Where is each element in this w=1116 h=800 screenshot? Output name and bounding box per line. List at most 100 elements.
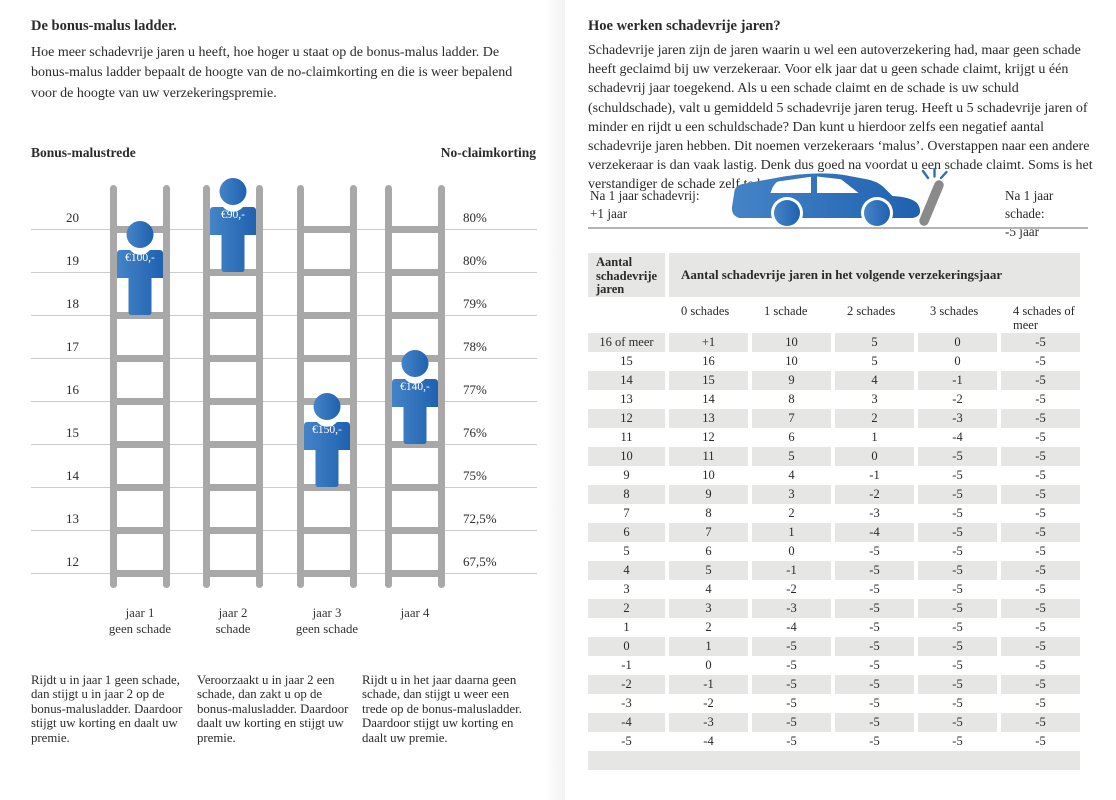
table-column-headers: 0 schades 1 schade 2 schades 3 schades 4 sch…: [588, 297, 1080, 333]
ladder-caption: jaar 2 schade: [173, 606, 293, 637]
footnote: Rijdt u in jaar 1 geen schade, dan stijg…: [31, 673, 183, 745]
table-cell: -5: [1035, 544, 1046, 558]
row-label: -3: [621, 696, 632, 710]
ladder-caption-line: jaar 4: [400, 606, 430, 620]
row-label: 10: [588, 447, 665, 466]
table-cell: -5: [835, 637, 914, 656]
table-row: -4 -3 -5 -5 -5 -5: [588, 713, 1080, 732]
row-label: 15: [620, 354, 633, 368]
table-cell: 5: [669, 561, 748, 580]
no-claim-label: 67,5%: [463, 554, 497, 569]
table-cell: -5: [918, 637, 997, 656]
ladder-caption-line: schade: [215, 621, 251, 636]
table-cell: 2: [705, 620, 712, 634]
no-claim-label: 80%: [463, 210, 487, 225]
ground-line: [588, 227, 1088, 229]
table-cell: 3: [752, 485, 831, 504]
ladder-rung: [113, 397, 167, 405]
table-cell: 5: [835, 333, 914, 352]
table-row: 16 of meer +1 10 5 0 -5: [588, 333, 1080, 352]
gridline: [31, 358, 537, 359]
footnotes: Rijdt u in jaar 1 geen schade, dan stijg…: [31, 673, 538, 773]
gridline: [31, 315, 537, 316]
row-label: 9: [623, 468, 630, 482]
table-cell: -5: [1001, 561, 1080, 580]
table-cell: 0: [954, 354, 961, 368]
table-cell: -4: [703, 734, 714, 748]
table-cell: +1: [669, 333, 748, 352]
table-cell: 1: [669, 637, 748, 656]
table-row: 8 9 3 -2 -5 -5: [588, 485, 1080, 504]
column-header: 3 schades: [930, 304, 979, 318]
table-cell: -5: [786, 734, 797, 748]
ladder-rung: [300, 311, 354, 319]
person-icon: [304, 393, 350, 487]
car-caption-left-line2: +1 jaar: [590, 206, 628, 221]
ladder-rung: [206, 397, 260, 405]
ladder-rung: [113, 311, 167, 319]
table-cell: -2: [952, 392, 963, 406]
table-cell: 8: [705, 506, 712, 520]
footnote: Veroorzaakt u in jaar 2 een schade, dan …: [197, 673, 349, 745]
table-cell: 9: [669, 485, 748, 504]
ladder-rung: [388, 440, 442, 448]
table-cell: -3: [752, 599, 831, 618]
ladder-caption: jaar 1 geen schade: [80, 606, 200, 637]
ladder-rung: [206, 354, 260, 362]
table-row: -2 -1 -5 -5 -5 -5: [588, 675, 1080, 694]
table-cell: 9: [752, 371, 831, 390]
ladder-rung: [388, 268, 442, 276]
subheader-spacer: [588, 297, 665, 333]
table-cell: -5: [1001, 485, 1080, 504]
table-row: 9 10 4 -1 -5 -5: [588, 466, 1080, 485]
table-cell: -5: [869, 658, 880, 672]
trede-label: 12: [66, 554, 79, 569]
table-cell: -2: [835, 485, 914, 504]
table-cell: 2: [788, 506, 795, 520]
table-cell: 11: [669, 447, 748, 466]
row-label: 13: [620, 392, 633, 406]
row-label: 3: [623, 582, 630, 596]
table-cell: 8: [788, 392, 795, 406]
ladder-rung: [113, 354, 167, 362]
no-claim-label: 77%: [463, 382, 487, 397]
premium-label: €90,-: [221, 209, 245, 221]
car-caption-left-line1: Na 1 jaar schadevrij:: [590, 188, 700, 203]
ladder-rung: [388, 569, 442, 577]
table-cell: -5: [752, 675, 831, 694]
table-cell: -5: [835, 675, 914, 694]
gridline: [31, 272, 537, 273]
premium-label: €100,-: [125, 252, 155, 264]
ladder-rung: [388, 483, 442, 491]
trede-label: 14: [66, 468, 79, 483]
table-cell: 1: [871, 430, 878, 444]
row-label: 0: [588, 637, 665, 656]
gridline: [31, 444, 537, 445]
ladder-rung: [206, 483, 260, 491]
table-cell: -5: [952, 658, 963, 672]
table-cell: -5: [918, 485, 997, 504]
table-header: Aantal schadevrije jaren Aantal schadevr…: [588, 253, 1080, 297]
table-row: 11 12 6 1 -4 -5: [588, 428, 1080, 447]
table-cell: -5: [752, 637, 831, 656]
ladder-rung: [206, 268, 260, 276]
table-row: 15 16 10 5 0 -5: [588, 352, 1080, 371]
table-cell: 4: [835, 371, 914, 390]
car-caption-right-line1: Na 1 jaar schade:: [1005, 188, 1054, 221]
ladder-rung: [388, 526, 442, 534]
table-row: 6 7 1 -4 -5 -5: [588, 523, 1080, 542]
table-cell: -5: [752, 713, 831, 732]
table-cell: -5: [869, 582, 880, 596]
table-cell: 0: [835, 447, 914, 466]
table-cell: -5: [918, 599, 997, 618]
table-cell: 14: [702, 392, 715, 406]
trede-label: 15: [66, 425, 79, 440]
impact-lines-icon: [921, 167, 948, 180]
table-cell: 5: [752, 447, 831, 466]
no-claim-label: 80%: [463, 253, 487, 268]
table-row: -5 -4 -5 -5 -5 -5: [588, 732, 1080, 751]
left-axis-title: Bonus-malustrede: [31, 145, 136, 160]
car-caption-left: Na 1 jaar schadevrij: +1 jaar: [590, 187, 699, 223]
table-cell: -5: [1001, 371, 1080, 390]
table-cell: -5: [835, 561, 914, 580]
